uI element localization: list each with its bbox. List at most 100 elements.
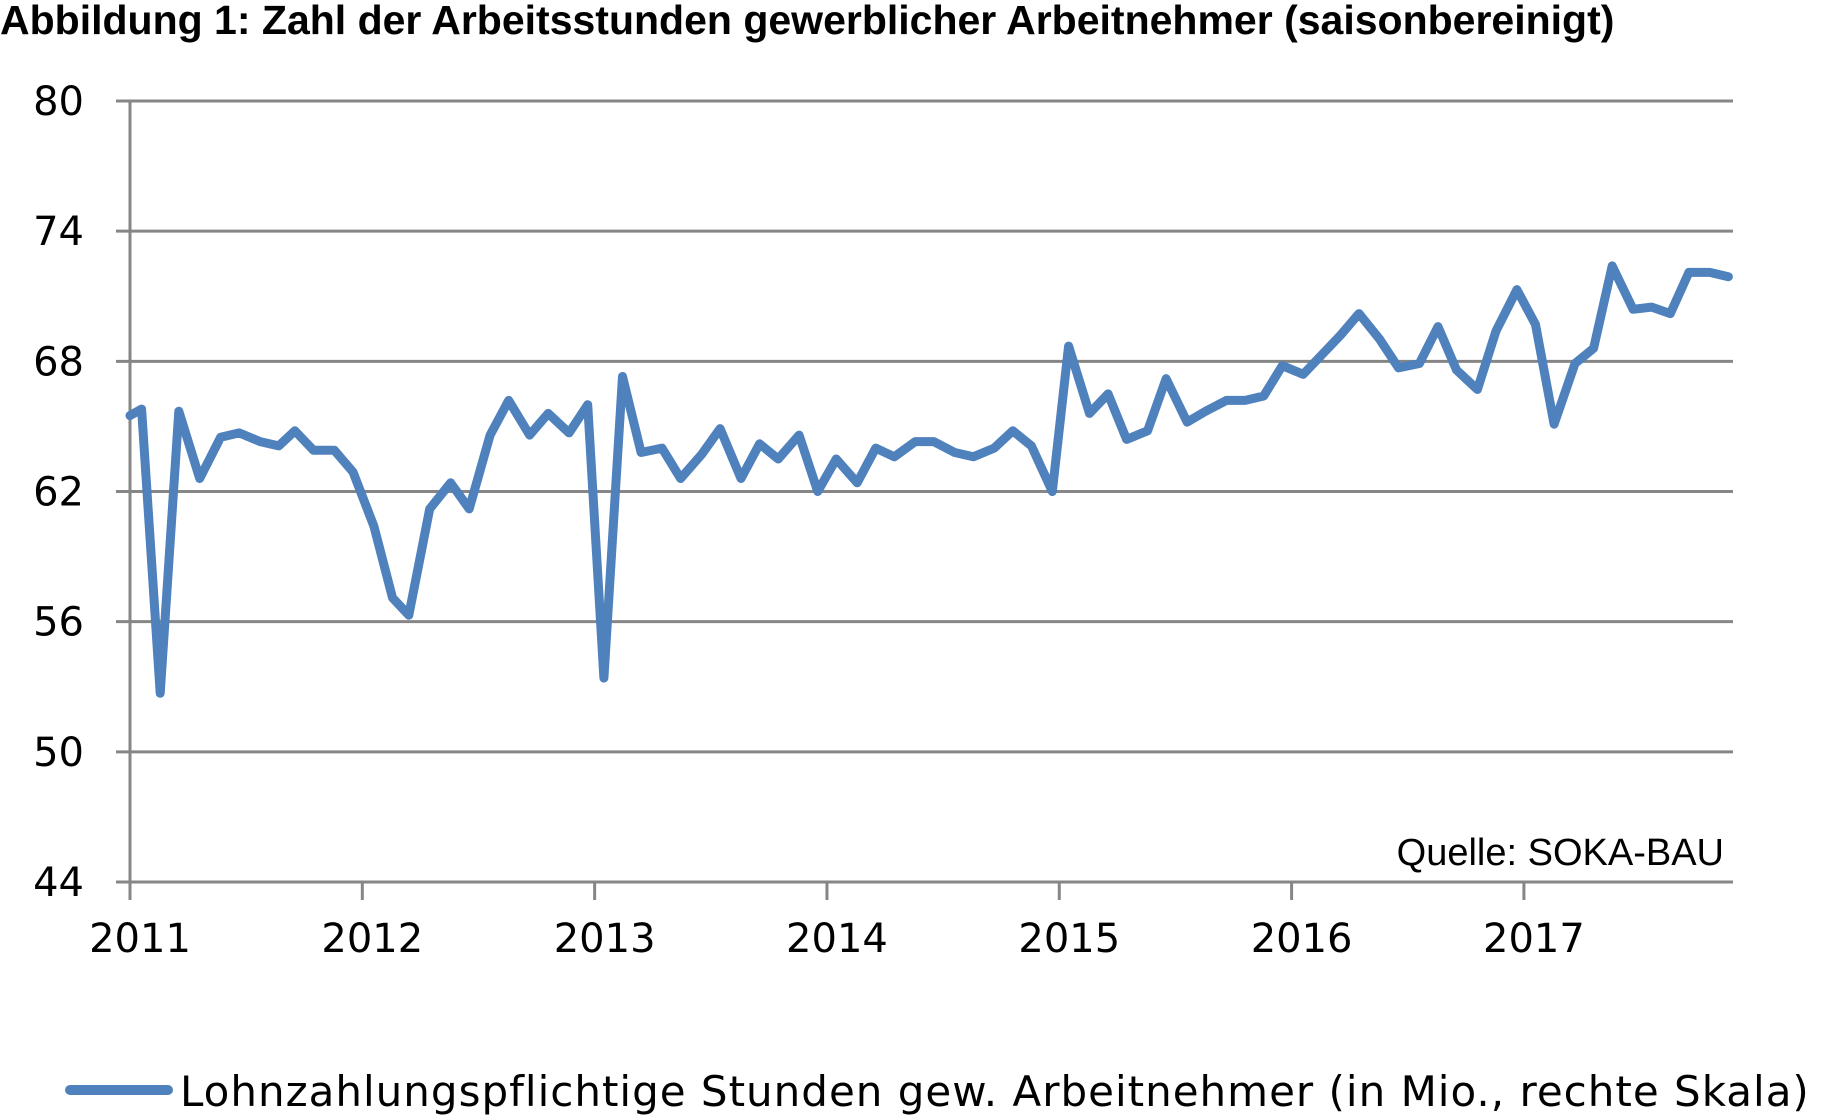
data-point bbox=[701, 454, 702, 456]
x-tick-label: 2014 bbox=[786, 916, 888, 962]
data-point bbox=[661, 447, 663, 449]
data-point bbox=[1553, 423, 1555, 425]
data-point bbox=[993, 447, 995, 449]
data-point bbox=[1226, 399, 1227, 401]
y-tick-label: 74 bbox=[33, 209, 84, 255]
data-point bbox=[875, 447, 877, 449]
data-point bbox=[893, 456, 895, 458]
data-point bbox=[1089, 412, 1090, 414]
data-point bbox=[680, 478, 682, 479]
data-point bbox=[1186, 421, 1188, 423]
data-point bbox=[508, 399, 510, 401]
data-point bbox=[1012, 430, 1014, 432]
data-point bbox=[1051, 491, 1053, 492]
data-point bbox=[1709, 271, 1711, 273]
data-point bbox=[587, 404, 589, 406]
series-lines bbox=[125, 261, 1733, 698]
y-tick-label: 56 bbox=[33, 600, 84, 646]
data-point bbox=[798, 434, 800, 436]
data-point bbox=[835, 458, 837, 460]
data-point bbox=[1476, 389, 1478, 390]
data-point bbox=[313, 449, 314, 451]
data-point bbox=[1611, 265, 1613, 267]
x-tick-label: 2013 bbox=[554, 916, 656, 962]
legend-label: Lohnzahlungspflichtige Stunden gew. Arbe… bbox=[180, 1067, 1810, 1116]
data-point bbox=[777, 458, 779, 460]
data-point bbox=[1263, 395, 1265, 397]
data-point bbox=[1321, 354, 1323, 356]
y-tick-label: 62 bbox=[33, 470, 84, 516]
data-point bbox=[392, 597, 393, 599]
x-tick-label: 2012 bbox=[321, 916, 423, 962]
data-point bbox=[740, 478, 742, 479]
data-point bbox=[1379, 339, 1381, 341]
data-point bbox=[220, 436, 222, 438]
data-point bbox=[1339, 334, 1341, 336]
data-point bbox=[178, 410, 180, 412]
data-point bbox=[1593, 347, 1595, 349]
data-point bbox=[1535, 324, 1536, 325]
data-point bbox=[238, 432, 240, 434]
data-point bbox=[1574, 363, 1576, 364]
y-tick-label: 80 bbox=[33, 79, 84, 125]
data-point bbox=[141, 408, 143, 410]
data-point bbox=[1281, 365, 1283, 367]
y-tick-label: 44 bbox=[33, 860, 84, 906]
legend: Lohnzahlungspflichtige Stunden gew. Arbe… bbox=[65, 1067, 1810, 1116]
data-point bbox=[1398, 367, 1399, 369]
data-point bbox=[408, 614, 410, 616]
data-point bbox=[1165, 378, 1167, 380]
data-point bbox=[1651, 306, 1653, 308]
data-point bbox=[429, 508, 431, 510]
data-point bbox=[1632, 308, 1634, 310]
data-point bbox=[1437, 326, 1439, 328]
data-point bbox=[450, 482, 452, 484]
data-point bbox=[972, 456, 974, 458]
data-point bbox=[1107, 393, 1109, 395]
data-point bbox=[622, 376, 623, 377]
data-point bbox=[817, 491, 819, 492]
x-tick-label: 2016 bbox=[1251, 916, 1353, 962]
data-point bbox=[603, 677, 605, 679]
y-tick-label: 68 bbox=[33, 339, 84, 385]
data-point bbox=[856, 482, 858, 484]
data-point bbox=[719, 428, 721, 430]
data-point bbox=[129, 415, 131, 417]
data-point bbox=[914, 441, 916, 443]
data-point bbox=[278, 445, 280, 447]
data-point bbox=[1669, 313, 1671, 315]
data-point bbox=[1030, 445, 1032, 447]
data-point bbox=[199, 478, 201, 479]
data-point bbox=[547, 412, 549, 414]
data-point bbox=[259, 441, 261, 443]
x-axis-ticks: 2011 2012 2013 2014 2015 2016 2017 bbox=[89, 882, 1585, 962]
data-point bbox=[933, 441, 935, 443]
x-tick-label: 2011 bbox=[89, 916, 191, 962]
data-point bbox=[1516, 289, 1518, 291]
data-point bbox=[333, 449, 335, 451]
gridlines bbox=[116, 99, 1733, 884]
y-tick-label: 50 bbox=[33, 730, 84, 776]
y-axis-ticks: 80 74 68 62 56 50 44 bbox=[33, 79, 84, 906]
data-point bbox=[568, 432, 570, 434]
data-point bbox=[1418, 363, 1420, 364]
data-point bbox=[468, 508, 470, 510]
data-point bbox=[489, 434, 491, 436]
chart-title: Abbildung 1: Zahl der Arbeitsstunden gew… bbox=[0, 0, 1614, 43]
data-point bbox=[373, 525, 375, 527]
data-point bbox=[1147, 430, 1149, 432]
data-point bbox=[1205, 410, 1207, 412]
data-point bbox=[759, 443, 761, 445]
data-point bbox=[1727, 276, 1729, 278]
source-note: Quelle: SOKA-BAU bbox=[1397, 832, 1724, 874]
data-point bbox=[294, 430, 296, 432]
x-tick-label: 2015 bbox=[1018, 916, 1120, 962]
series-line bbox=[125, 261, 1733, 698]
data-point bbox=[640, 452, 642, 453]
data-point bbox=[1126, 438, 1128, 440]
data-point bbox=[529, 434, 531, 436]
x-tick-label: 2017 bbox=[1483, 916, 1585, 962]
data-point bbox=[1244, 399, 1246, 401]
